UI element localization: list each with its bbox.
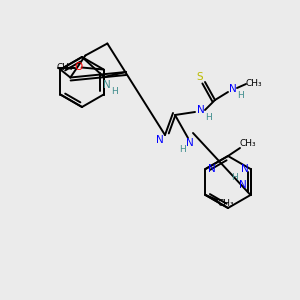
Text: CH₃: CH₃ [246,79,262,88]
Text: CH₃: CH₃ [56,63,73,72]
Text: N: N [197,105,205,115]
Text: H: H [231,172,238,182]
Text: O: O [74,62,83,73]
Text: N: N [238,180,246,190]
Text: H: H [180,146,186,154]
Text: N: N [229,84,237,94]
Text: N: N [241,164,248,174]
Text: H: H [206,112,212,122]
Text: CH₃: CH₃ [240,140,256,148]
Text: S: S [197,72,203,82]
Text: N: N [156,135,164,145]
Text: H: H [238,92,244,100]
Text: N: N [103,80,111,90]
Text: N: N [208,164,215,174]
Text: CH₃: CH₃ [217,200,234,208]
Text: H: H [112,88,118,97]
Text: N: N [186,138,194,148]
